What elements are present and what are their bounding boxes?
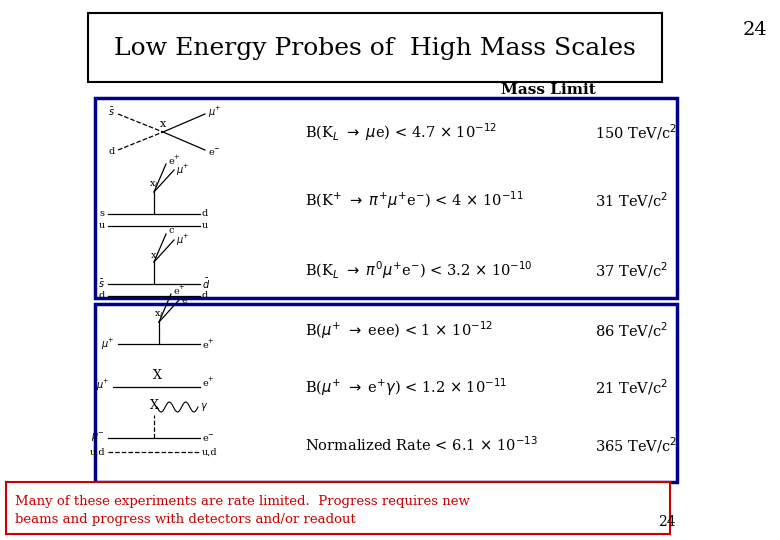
Text: B(K$_{L}$ $\rightarrow$ $\mu$e) < 4.7 $\times$ 10$^{-12}$: B(K$_{L}$ $\rightarrow$ $\mu$e) < 4.7 $\… [305,121,497,143]
Text: $\mu^{-}$: $\mu^{-}$ [91,431,105,444]
Text: $\bar{s}$: $\bar{s}$ [98,278,105,290]
Text: Normalized Rate < 6.1 $\times$ 10$^{-13}$: Normalized Rate < 6.1 $\times$ 10$^{-13}… [305,436,538,454]
Text: X: X [150,399,158,412]
Text: x$_i$: x$_i$ [149,179,158,190]
Text: $\bar{s}$: $\bar{s}$ [108,106,115,118]
Text: $\mu^{+}$: $\mu^{+}$ [176,232,190,247]
Text: B(K$^{+}$ $\rightarrow$ $\pi^{+}\mu^{+}$e$^{-}$) < 4 $\times$ 10$^{-11}$: B(K$^{+}$ $\rightarrow$ $\pi^{+}\mu^{+}$… [305,189,523,211]
Text: s: s [100,210,105,219]
Text: Low Energy Probes of  High Mass Scales: Low Energy Probes of High Mass Scales [114,37,636,59]
Text: u,d: u,d [90,448,105,456]
Text: 31 TeV/c$^{2}$: 31 TeV/c$^{2}$ [595,190,668,210]
Text: 365 TeV/c$^{2}$: 365 TeV/c$^{2}$ [595,435,677,455]
Text: e$^{-}$: e$^{-}$ [208,146,221,158]
Text: x: x [151,251,157,260]
Text: B($\mu^{+}$ $\rightarrow$ e$^{+}$$\gamma$) < 1.2 $\times$ 10$^{-11}$: B($\mu^{+}$ $\rightarrow$ e$^{+}$$\gamma… [305,376,507,398]
Text: $\mu^{+}$: $\mu^{+}$ [101,336,115,352]
Text: d: d [99,292,105,300]
FancyBboxPatch shape [88,13,662,82]
Text: 24: 24 [743,21,768,39]
Text: 21 TeV/c$^{2}$: 21 TeV/c$^{2}$ [595,377,668,397]
Text: d: d [202,210,208,219]
Text: X: X [153,369,161,382]
Text: e$^{-}$: e$^{-}$ [202,433,215,443]
FancyBboxPatch shape [6,482,670,534]
Text: e$^{+}$: e$^{+}$ [202,375,215,389]
Text: beams and progress with detectors and/or readout: beams and progress with detectors and/or… [15,514,356,526]
Text: e$^{+}$: e$^{+}$ [173,284,186,296]
Text: $\mu^{+}$: $\mu^{+}$ [208,104,222,119]
Text: 86 TeV/c$^{2}$: 86 TeV/c$^{2}$ [595,320,668,340]
FancyBboxPatch shape [95,98,677,298]
Text: 24: 24 [658,515,675,529]
Text: $\gamma$: $\gamma$ [200,401,208,413]
Text: B(K$_{L}$ $\rightarrow$ $\pi^{0}\mu^{+}$e$^{-}$) < 3.2 $\times$ 10$^{-10}$: B(K$_{L}$ $\rightarrow$ $\pi^{0}\mu^{+}$… [305,259,533,281]
Text: Mass Limit: Mass Limit [501,83,595,97]
Text: e$^{-}$: e$^{-}$ [181,294,194,306]
Text: d: d [108,147,115,157]
Text: $\bar{d}$: $\bar{d}$ [202,277,211,291]
Text: u,d: u,d [202,448,218,456]
Text: c$^{-}$: c$^{-}$ [168,225,180,235]
Text: e$^{+}$: e$^{+}$ [168,153,181,166]
Text: $\mu^{+}$: $\mu^{+}$ [97,377,110,393]
Text: d: d [202,292,208,300]
Text: x$_i$: x$_i$ [154,309,164,320]
Text: $\mu^{+}$: $\mu^{+}$ [176,163,190,178]
Text: B($\mu^{+}$ $\rightarrow$ eee) < 1 $\times$ 10$^{-12}$: B($\mu^{+}$ $\rightarrow$ eee) < 1 $\tim… [305,319,493,341]
Text: Many of these experiments are rate limited.  Progress requires new: Many of these experiments are rate limit… [15,496,470,509]
Text: u: u [202,221,208,231]
FancyBboxPatch shape [95,304,677,482]
Text: 37 TeV/c$^{2}$: 37 TeV/c$^{2}$ [595,260,668,280]
Text: e$^{+}$: e$^{+}$ [202,338,215,350]
Text: x: x [160,119,166,129]
Text: u: u [99,221,105,231]
Text: 150 TeV/c$^{2}$: 150 TeV/c$^{2}$ [595,122,677,142]
